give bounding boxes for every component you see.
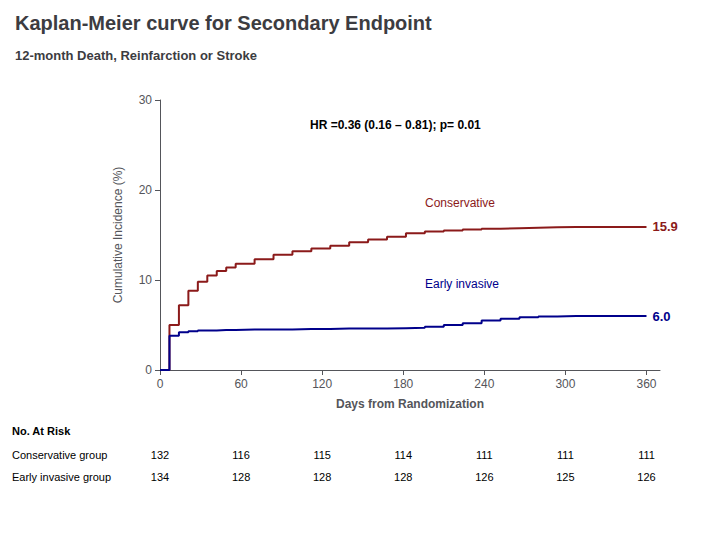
svg-text:12-month Death, Reinfarction o: 12-month Death, Reinfarction or Stroke	[15, 48, 257, 63]
svg-text:Early invasive: Early invasive	[425, 277, 499, 291]
svg-text:Conservative: Conservative	[425, 196, 495, 210]
svg-text:0: 0	[157, 377, 164, 391]
svg-text:126: 126	[637, 471, 655, 483]
svg-text:0: 0	[145, 363, 152, 377]
svg-text:126: 126	[475, 471, 493, 483]
svg-text:Conservative group: Conservative group	[12, 449, 107, 461]
svg-text:128: 128	[232, 471, 250, 483]
svg-text:360: 360	[636, 377, 656, 391]
svg-text:132: 132	[151, 449, 169, 461]
svg-text:116: 116	[232, 449, 250, 461]
svg-text:No. At Risk: No. At Risk	[12, 425, 71, 437]
svg-text:111: 111	[638, 449, 655, 461]
svg-text:20: 20	[139, 183, 153, 197]
svg-text:Cumulative Incidence (%): Cumulative Incidence (%)	[111, 167, 125, 304]
svg-text:Kaplan-Meier curve for Seconda: Kaplan-Meier curve for Secondary Endpoin…	[15, 12, 432, 34]
svg-text:Days from Randomization: Days from Randomization	[336, 397, 484, 411]
svg-text:120: 120	[312, 377, 332, 391]
svg-text:134: 134	[151, 471, 169, 483]
svg-text:15.9: 15.9	[652, 219, 677, 234]
svg-text:111: 111	[557, 449, 574, 461]
svg-text:10: 10	[139, 273, 153, 287]
svg-text:125: 125	[556, 471, 574, 483]
svg-text:115: 115	[313, 449, 331, 461]
svg-text:128: 128	[313, 471, 331, 483]
svg-text:HR =0.36 (0.16 – 0.81); p= 0.0: HR =0.36 (0.16 – 0.81); p= 0.01	[310, 118, 481, 132]
svg-text:111: 111	[476, 449, 493, 461]
svg-text:6.0: 6.0	[652, 309, 670, 324]
svg-text:114: 114	[394, 449, 412, 461]
svg-text:300: 300	[555, 377, 575, 391]
svg-text:60: 60	[234, 377, 248, 391]
svg-text:30: 30	[139, 93, 153, 107]
svg-text:240: 240	[474, 377, 494, 391]
svg-text:180: 180	[393, 377, 413, 391]
svg-text:128: 128	[394, 471, 412, 483]
svg-text:Early invasive group: Early invasive group	[12, 471, 111, 483]
